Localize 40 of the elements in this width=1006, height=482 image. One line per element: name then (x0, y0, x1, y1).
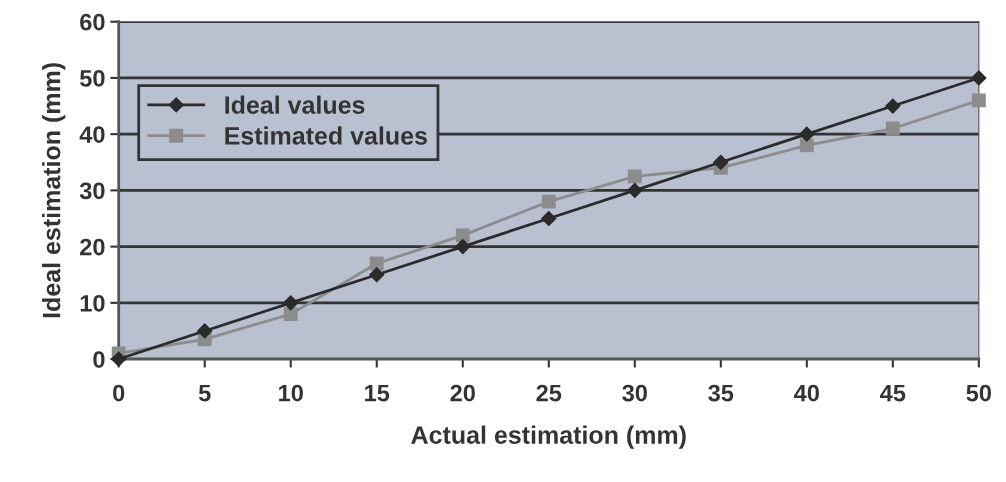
point (627, 169, 642, 184)
legend-label: Ideal values (225, 95, 365, 114)
y-tick-label: 10 (80, 294, 105, 312)
legend-label: Estimated values (225, 126, 427, 145)
point (799, 138, 814, 153)
point (455, 228, 470, 243)
point (713, 154, 729, 170)
x-tick-label: 30 (622, 384, 647, 402)
point (799, 126, 815, 142)
point (283, 307, 298, 322)
x-tick-label: 50 (966, 384, 991, 402)
point (369, 267, 385, 283)
y-tick-label: 40 (79, 126, 105, 143)
point (885, 121, 900, 136)
x-tick-label: 40 (794, 384, 819, 402)
y-tick-label: 0 (93, 351, 105, 368)
x-tick-label: 15 (365, 384, 390, 402)
x-tick-label: 5 (198, 384, 211, 402)
point (627, 182, 643, 198)
point (885, 98, 901, 114)
y-axis-title: Ideal estimation (mm) (42, 63, 66, 318)
point (541, 194, 556, 209)
x-axis-title: Actual estimation (mm) (411, 425, 686, 449)
point (283, 295, 299, 311)
point (197, 323, 213, 339)
y-tick-label: 20 (80, 238, 105, 256)
x-tick-label: 35 (708, 384, 734, 402)
x-tick-label: 45 (880, 384, 906, 402)
y-tick-label: 30 (79, 182, 105, 200)
point (971, 70, 987, 86)
point (541, 210, 557, 227)
x-tick-label: 20 (450, 384, 475, 402)
x-tick-label: 0 (113, 384, 125, 402)
x-tick-label: 10 (279, 384, 303, 402)
point (455, 239, 471, 255)
y-tick-label: 60 (80, 13, 105, 31)
point (971, 93, 986, 108)
y-tick-label: 50 (79, 69, 105, 87)
x-tick-label: 25 (536, 384, 562, 402)
point (369, 256, 384, 271)
